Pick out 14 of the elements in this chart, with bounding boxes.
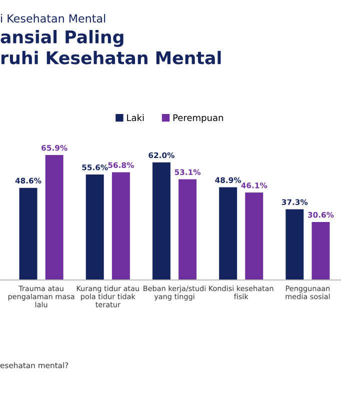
chart-subtitle: i Kesehatan Mental: [1, 14, 106, 23]
bar: [245, 192, 264, 280]
bar: [286, 209, 304, 280]
bar: [45, 155, 64, 280]
bar: [19, 188, 38, 280]
bar: [178, 179, 197, 280]
bar: [312, 222, 330, 280]
bar: [152, 162, 170, 280]
bar: [219, 187, 238, 280]
legend-label: Laki: [127, 114, 144, 122]
legend-label: Perempuan: [173, 114, 223, 123]
chart-title: ansial Paling ruhi Kesehatan Mental: [0, 30, 221, 64]
bar: [112, 172, 130, 280]
bar: [86, 174, 104, 280]
